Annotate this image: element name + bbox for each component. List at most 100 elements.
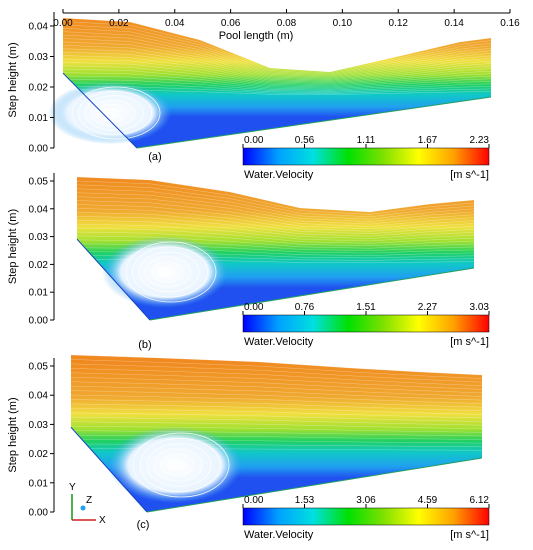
streamline	[76, 188, 475, 220]
streamline	[76, 208, 475, 232]
streamline	[70, 448, 483, 451]
vortex-streamline	[103, 108, 119, 118]
triad-z-axis	[80, 505, 86, 511]
streamline	[62, 24, 492, 75]
streamline	[62, 62, 492, 87]
vortex-streamline	[167, 459, 185, 471]
streamline	[70, 368, 483, 386]
x-tick-label: 0.02	[109, 18, 129, 29]
y-tick-label: 0.01	[29, 478, 49, 489]
streamline	[76, 176, 475, 213]
vortex-streamline	[77, 90, 153, 136]
streamline	[70, 417, 483, 426]
triad-x-label: X	[99, 515, 106, 526]
streamline	[76, 220, 475, 239]
streamline	[62, 45, 492, 81]
colorbar-title: Water.Velocity	[244, 169, 314, 181]
vortex-streamline	[71, 86, 161, 140]
streamline	[70, 421, 483, 429]
colorbar-title: Water.Velocity	[244, 529, 314, 541]
vortex-streamline	[139, 437, 221, 493]
streamline	[76, 247, 475, 256]
streamline	[70, 381, 483, 397]
streamline	[70, 359, 483, 379]
streamline	[76, 204, 475, 230]
streamline	[76, 255, 475, 261]
streamline	[62, 75, 492, 91]
x-tick-label: 0.08	[277, 18, 297, 29]
vortex-streamline	[84, 95, 144, 131]
vortex-streamline	[132, 246, 208, 298]
streamline	[76, 223, 475, 242]
vortex-streamline	[146, 443, 212, 487]
y-axis-label: Step height (m)	[7, 42, 19, 117]
streamline	[62, 21, 492, 74]
y-tick-label: 0.04	[29, 391, 49, 402]
colorbar-tick-label: 2.23	[470, 135, 490, 146]
vortex-streamline	[96, 103, 128, 123]
streamline	[76, 235, 475, 249]
streamline	[70, 412, 483, 422]
x-tick-label: 0.04	[165, 18, 185, 29]
colorbar-unit: [m s^-1]	[450, 169, 489, 181]
streamline	[70, 363, 483, 383]
vortex-streamline	[90, 99, 136, 127]
y-tick-label: 0.02	[29, 83, 49, 94]
vortex-streamline	[145, 256, 191, 288]
y-tick-label: 0.02	[29, 449, 49, 460]
streamline	[70, 439, 483, 444]
y-tick-label: 0.01	[29, 288, 49, 299]
panel-label: (c)	[137, 519, 150, 531]
streamline	[76, 184, 475, 218]
streamline	[62, 68, 492, 89]
y-tick-label: 0.02	[29, 260, 49, 271]
streamline	[70, 434, 483, 440]
streamline	[62, 89, 492, 95]
colorbar-tick-label: 1.53	[295, 495, 315, 506]
streamline	[62, 34, 492, 78]
streamline	[76, 239, 475, 251]
colorbar-tick-label: 0.56	[295, 135, 315, 146]
streamline	[76, 180, 475, 215]
streamline	[70, 443, 483, 447]
x-tick-label: 0.06	[221, 18, 241, 29]
colorbar-bar	[242, 147, 490, 166]
colorbar-tick-label: 6.12	[470, 495, 490, 506]
step-face	[76, 238, 151, 321]
colorbar-tick-label: 4.59	[418, 495, 438, 506]
pool-bed	[146, 457, 483, 513]
colorbar-tick-label: 0.00	[244, 495, 264, 506]
vortex-streamline	[153, 448, 203, 482]
x-axis-label: Pool length (m)	[219, 30, 294, 42]
colorbar-tick-label: 0.76	[295, 302, 315, 313]
x-tick-label: 0.16	[500, 18, 520, 29]
streamline	[70, 430, 483, 437]
colorbar-bar	[242, 314, 490, 333]
streamline	[62, 38, 492, 79]
streamline	[62, 41, 492, 80]
streamline	[62, 65, 492, 88]
colorbar-tick-label: 1.67	[418, 135, 438, 146]
y-tick-label: 0.01	[29, 113, 49, 124]
y-tick-label: 0.05	[29, 177, 49, 188]
pool-bed	[136, 96, 492, 149]
streamline	[62, 51, 492, 83]
vortex-streamline	[125, 241, 217, 303]
streamline	[70, 390, 483, 404]
colorbar: 0.00 0.76 1.51 2.27 3.03 Water.Velocity [m s^-…	[242, 302, 490, 348]
streamline	[76, 227, 475, 244]
streamline	[62, 28, 492, 76]
streamline	[70, 372, 483, 390]
vortex-streamline	[151, 261, 183, 283]
streamline	[62, 58, 492, 86]
panel-label: (b)	[138, 339, 151, 351]
streamline	[70, 377, 483, 394]
colorbar-tick-label: 3.03	[470, 302, 490, 313]
x-tick-label: 0.00	[53, 18, 73, 29]
colorbar-tick-label: 0.00	[244, 135, 264, 146]
streamline	[76, 196, 475, 225]
panel-label: (a)	[148, 151, 161, 163]
colorbar-unit: [m s^-1]	[450, 336, 489, 348]
vortex-region	[107, 426, 243, 504]
